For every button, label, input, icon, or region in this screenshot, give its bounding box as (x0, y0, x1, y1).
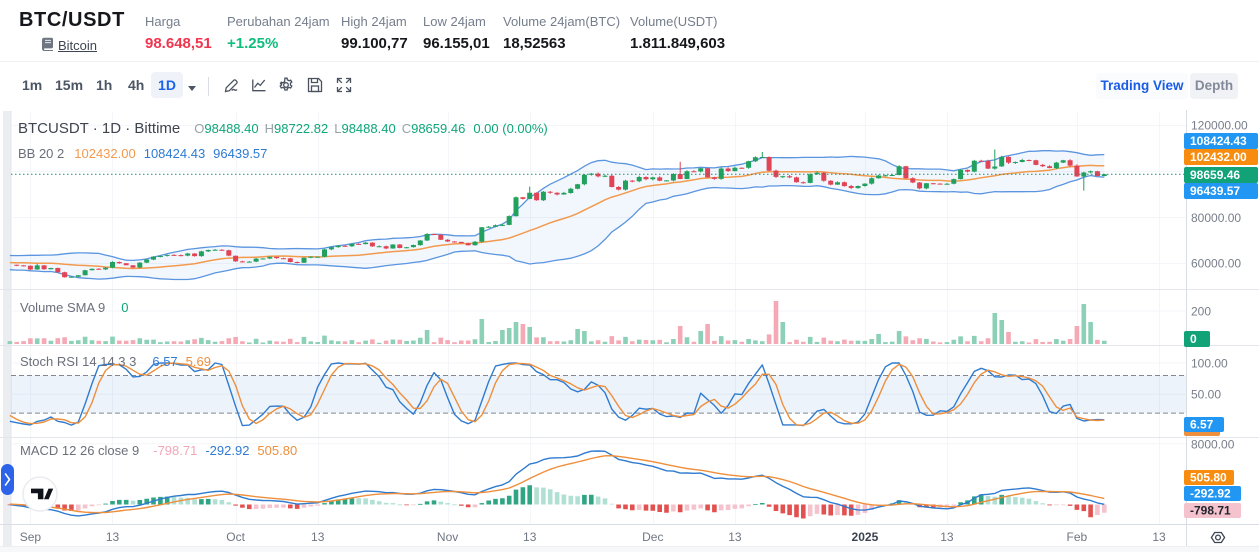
svg-text:13: 13 (728, 530, 742, 544)
svg-text:60000.00: 60000.00 (1191, 257, 1241, 271)
svg-text:13: 13 (311, 530, 325, 544)
svg-text:-292.92: -292.92 (1190, 487, 1231, 501)
svg-text:200: 200 (1191, 305, 1211, 319)
svg-text:MACD 12 26 close 9-798.71-292.: MACD 12 26 close 9 -798.71 -292.92 505.80 (20, 443, 297, 458)
svg-text:8000.00: 8000.00 (1191, 438, 1235, 452)
svg-text:Volume SMA 90: Volume SMA 90 (20, 300, 129, 315)
svg-text:Feb: Feb (1067, 530, 1088, 544)
svg-text:96439.57: 96439.57 (1190, 184, 1240, 198)
svg-text:Sep: Sep (20, 530, 42, 544)
svg-text:0: 0 (1190, 332, 1197, 346)
svg-text:13: 13 (1152, 530, 1166, 544)
svg-text:Nov: Nov (437, 530, 458, 544)
svg-text:13: 13 (940, 530, 954, 544)
svg-text:Oct: Oct (226, 530, 245, 544)
svg-text:13: 13 (106, 530, 120, 544)
svg-text:50.00: 50.00 (1191, 388, 1221, 402)
svg-text:108424.43: 108424.43 (1190, 134, 1247, 148)
svg-text:2025: 2025 (852, 530, 879, 544)
svg-text:-798.71: -798.71 (1190, 504, 1231, 518)
svg-text:505.80: 505.80 (1190, 471, 1227, 485)
svg-text:6.57: 6.57 (1190, 418, 1214, 432)
svg-text:102432.00: 102432.00 (1190, 150, 1247, 164)
svg-text:80000.00: 80000.00 (1191, 211, 1241, 225)
svg-text:100.00: 100.00 (1191, 357, 1228, 371)
svg-text:98659.46: 98659.46 (1190, 168, 1240, 182)
svg-text:120000.00: 120000.00 (1191, 119, 1248, 133)
svg-text:13: 13 (523, 530, 537, 544)
svg-text:Stoch RSI 14 14 3 36.575.69: Stoch RSI 14 14 3 3 6.57 5.69 (20, 354, 211, 369)
svg-text:Dec: Dec (642, 530, 663, 544)
